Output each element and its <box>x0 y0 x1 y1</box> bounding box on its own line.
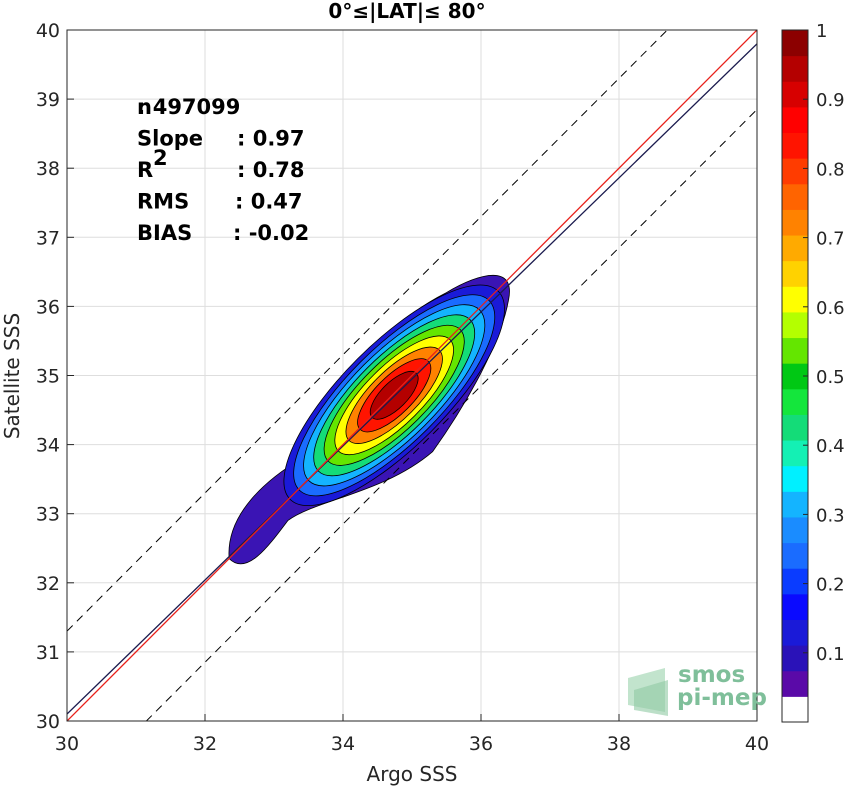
x-tick-label: 32 <box>193 733 217 755</box>
regression-fit-line <box>67 43 757 715</box>
colorbar-segment <box>782 286 808 313</box>
y-tick-label: 38 <box>36 158 60 180</box>
colorbar-segment <box>782 132 808 159</box>
x-tick-label: 34 <box>331 733 355 755</box>
colorbar-segment <box>782 542 808 569</box>
colorbar-tick-label: 1 <box>816 21 827 42</box>
colorbar-segment <box>782 670 808 697</box>
colorbar-tick-label: 0.4 <box>816 436 845 457</box>
y-tick-label: 33 <box>36 504 60 526</box>
logo-graphic <box>634 680 668 716</box>
x-tick-label: 40 <box>745 733 769 755</box>
x-tick-label: 38 <box>607 733 631 755</box>
colorbar-tick-label: 0.6 <box>816 298 845 319</box>
stat-label: R <box>137 158 153 182</box>
x-axis-ticks: 30 32 34 36 38 40 <box>55 714 769 755</box>
colorbar-segment <box>782 593 808 620</box>
colorbar-segment <box>782 158 808 185</box>
y-tick-label: 40 <box>36 20 60 42</box>
stat-label: RMS <box>137 190 189 214</box>
stat-superscript: 2 <box>153 146 168 170</box>
colorbar-tick-label: 0.8 <box>816 159 845 180</box>
y-tick-label: 36 <box>36 296 60 318</box>
colorbar-tick-label: 0.1 <box>816 644 845 665</box>
x-tick-label: 30 <box>55 733 79 755</box>
y-tick-label: 32 <box>36 573 60 595</box>
colorbar-segment <box>782 209 808 236</box>
y-tick-label: 31 <box>36 642 60 664</box>
colorbar-segment <box>782 619 808 646</box>
reference-lines <box>67 30 757 721</box>
colorbar-segment <box>782 30 808 57</box>
logo-text-smos: smos <box>678 662 745 688</box>
stat-label: BIAS <box>137 221 192 245</box>
stat-label: n <box>137 95 152 119</box>
colorbar: 0.1 0.2 0.3 0.4 0.5 0.6 0.7 0.8 0.9 1 <box>781 21 845 723</box>
colorbar-segment <box>782 645 808 672</box>
colorbar-segment <box>782 183 808 210</box>
colorbar-segment <box>782 337 808 364</box>
identity-line <box>67 30 757 721</box>
stat-value: : 0.78 <box>237 158 305 182</box>
colorbar-tick-label: 0.7 <box>816 229 845 250</box>
smos-pi-mep-logo: smos pi-mep <box>628 662 767 716</box>
colorbar-tick-label: 0.3 <box>816 505 845 526</box>
colorbar-tick-label: 0.2 <box>816 575 845 596</box>
colorbar-tick-label: 0.5 <box>816 367 845 388</box>
logo-text-pi-mep: pi-mep <box>677 685 767 711</box>
chart-title: 0°≤|LAT|≤ 80° <box>328 0 485 23</box>
x-tick-label: 36 <box>469 733 493 755</box>
colorbar-segment <box>782 311 808 339</box>
colorbar-segment <box>782 568 808 595</box>
colorbar-segment <box>782 440 808 467</box>
x-axis-label: Argo SSS <box>367 762 458 786</box>
y-tick-label: 35 <box>36 366 60 388</box>
colorbar-segment <box>782 388 808 415</box>
colorbar-segment <box>782 55 808 82</box>
y-tick-label: 37 <box>36 227 60 249</box>
stat-value: : -0.02 <box>233 221 309 245</box>
colorbar-segment <box>782 81 808 108</box>
colorbar-segment <box>782 516 808 544</box>
stat-value: : 0.47 <box>235 190 303 214</box>
y-tick-label: 39 <box>36 89 60 111</box>
confidence-bound-line <box>67 30 669 632</box>
stat-label: Slope <box>137 127 203 151</box>
colorbar-segment <box>782 106 808 134</box>
colorbar-segment <box>782 414 808 441</box>
colorbar-segment <box>782 696 808 723</box>
colorbar-segment <box>782 491 808 518</box>
colorbar-segment <box>782 260 808 287</box>
y-axis-label: Satellite SSS <box>0 313 24 439</box>
confidence-bound-line <box>145 109 757 721</box>
stat-value: : 0.97 <box>237 127 305 151</box>
colorbar-tick-label: 0.9 <box>816 90 845 111</box>
y-tick-label: 34 <box>36 435 60 457</box>
y-axis-ticks: 30 31 32 33 34 35 36 37 38 39 40 <box>36 20 74 733</box>
stat-value: : 497099 <box>137 95 240 119</box>
colorbar-segment <box>782 465 808 492</box>
y-tick-label: 30 <box>36 711 60 733</box>
colorbar-segment <box>782 235 808 262</box>
statistics-block: n: 497099 Slope : 0.97 R 2 : 0.78 RMS : 0.47 BIA… <box>137 95 309 245</box>
